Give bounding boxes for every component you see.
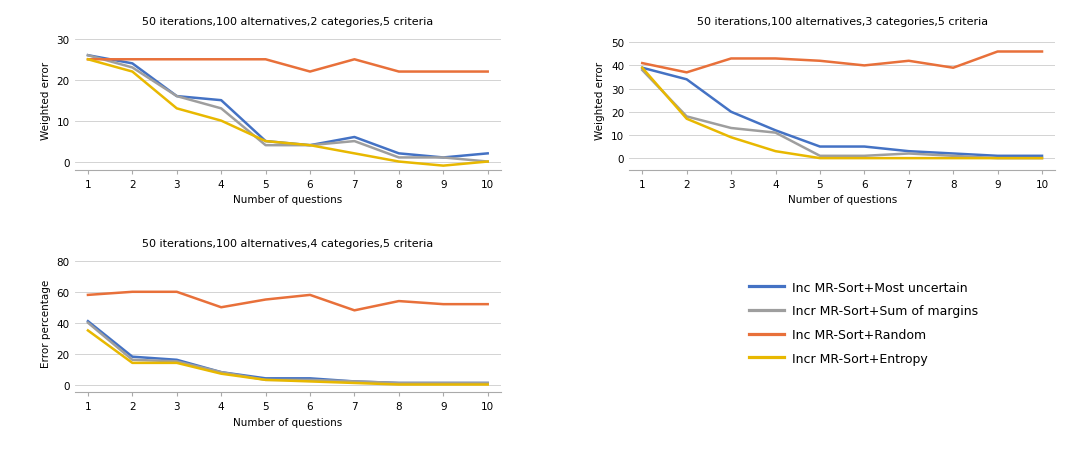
Title: 50 iterations,100 alternatives,4 categories,5 criteria: 50 iterations,100 alternatives,4 categor… (142, 239, 434, 249)
X-axis label: Number of questions: Number of questions (788, 195, 897, 205)
Y-axis label: Error percentage: Error percentage (42, 279, 51, 367)
X-axis label: Number of questions: Number of questions (233, 195, 342, 205)
Title: 50 iterations,100 alternatives,2 categories,5 criteria: 50 iterations,100 alternatives,2 categor… (142, 17, 434, 27)
Y-axis label: Weighted error: Weighted error (42, 62, 51, 140)
Legend: Inc MR-Sort+Most uncertain, Incr MR-Sort+Sum of margins, Inc MR-Sort+Random, Inc: Inc MR-Sort+Most uncertain, Incr MR-Sort… (743, 275, 984, 371)
X-axis label: Number of questions: Number of questions (233, 417, 342, 427)
Title: 50 iterations,100 alternatives,3 categories,5 criteria: 50 iterations,100 alternatives,3 categor… (696, 17, 988, 27)
Y-axis label: Weighted error: Weighted error (596, 62, 605, 140)
